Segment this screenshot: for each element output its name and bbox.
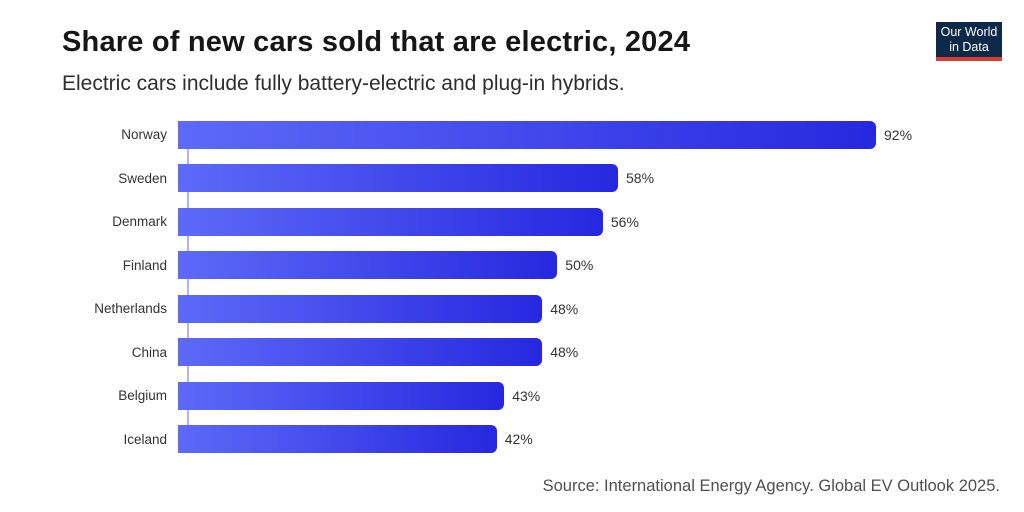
- country-label: Finland: [122, 257, 167, 273]
- bar-track: 48%: [178, 331, 1024, 375]
- bar-row: China 48%: [0, 331, 1024, 375]
- country-label: Netherlands: [94, 301, 167, 317]
- bar-track: 50%: [178, 244, 1024, 288]
- country-label: Denmark: [112, 214, 167, 230]
- owid-logo-line2: in Data: [949, 40, 989, 54]
- bar-value-label: 56%: [610, 213, 639, 230]
- bar-value-label: 48%: [550, 344, 579, 361]
- bar-track: 56%: [178, 200, 1024, 244]
- bar-value-label: 43%: [512, 387, 541, 404]
- owid-logo-line1: Our World: [940, 25, 998, 39]
- bar: [178, 120, 876, 149]
- bar-value-label: 48%: [550, 300, 579, 317]
- country-label: Iceland: [123, 431, 167, 447]
- bar-value-label: 42%: [504, 431, 533, 448]
- bar-value-label: 58%: [626, 170, 655, 187]
- bar-value-label: 92%: [884, 126, 913, 143]
- bar-row: Sweden 58%: [0, 157, 1024, 201]
- bar-row: Norway 92%: [0, 113, 1024, 157]
- bar-track: 92%: [178, 113, 1024, 157]
- bar: [178, 207, 603, 236]
- bar: [178, 164, 618, 193]
- bar-row: Finland 50%: [0, 244, 1024, 288]
- bar-chart: Norway 92% Sweden 58% Denmark 56% Finlan…: [0, 113, 1024, 461]
- country-label: Norway: [121, 127, 167, 143]
- bar-track: 43%: [178, 374, 1024, 418]
- bar-row: Denmark 56%: [0, 200, 1024, 244]
- bar: [178, 251, 558, 280]
- bar-track: 58%: [178, 157, 1024, 201]
- bar-rows: Norway 92% Sweden 58% Denmark 56% Finlan…: [0, 113, 1024, 461]
- bar-track: 42%: [178, 418, 1024, 462]
- page-title: Share of new cars sold that are electric…: [62, 26, 691, 58]
- bar-value-label: 50%: [565, 257, 594, 274]
- bar-row: Belgium 43%: [0, 374, 1024, 418]
- country-label: China: [131, 344, 167, 360]
- bar: [178, 381, 505, 410]
- bar: [178, 294, 543, 323]
- country-label: Belgium: [118, 388, 167, 404]
- bar: [178, 338, 543, 367]
- owid-logo: Our World in Data: [936, 22, 1002, 61]
- y-axis-line: [187, 121, 189, 453]
- bar-row: Iceland 42%: [0, 418, 1024, 462]
- bar: [178, 425, 497, 454]
- owid-logo-box: Our World in Data: [936, 22, 1002, 61]
- source-note: Source: International Energy Agency. Glo…: [542, 477, 1000, 495]
- bar-track: 48%: [178, 287, 1024, 331]
- chart-subtitle: Electric cars include fully battery-elec…: [62, 72, 625, 95]
- country-label: Sweden: [118, 170, 167, 186]
- bar-row: Netherlands 48%: [0, 287, 1024, 331]
